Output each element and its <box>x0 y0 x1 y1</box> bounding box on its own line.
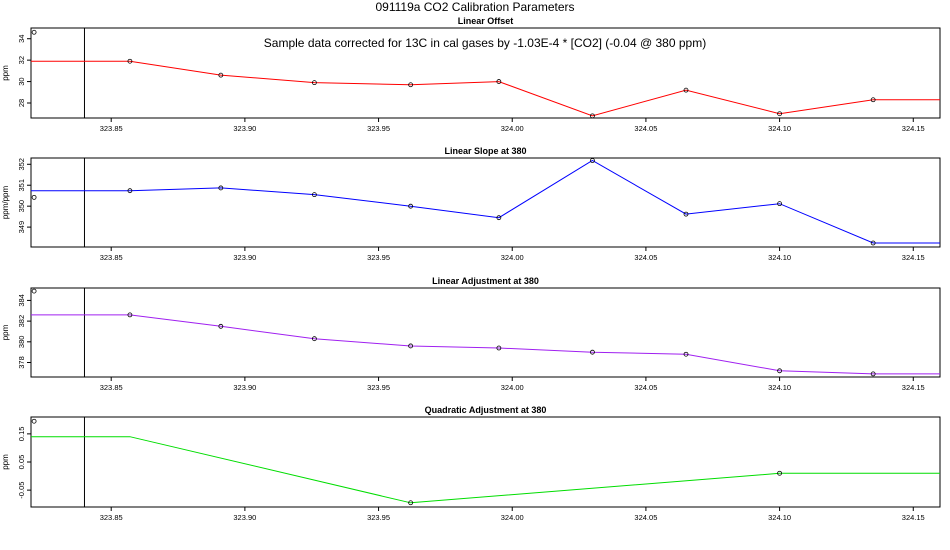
y-tick-label: 0.05 <box>17 455 26 470</box>
data-point <box>311 192 317 198</box>
data-point <box>683 351 689 357</box>
series-line <box>31 436 940 504</box>
y-tick-label: 350 <box>17 200 26 213</box>
data-point <box>408 500 414 506</box>
data-point <box>127 312 133 318</box>
x-tick-label: 324.05 <box>634 124 657 133</box>
x-tick-label: 324.10 <box>768 253 791 262</box>
x-tick-label: 323.85 <box>100 124 123 133</box>
x-tick-label: 323.90 <box>233 513 256 522</box>
data-point <box>777 368 782 374</box>
x-tick-label: 323.90 <box>233 124 256 133</box>
data-point <box>777 201 782 207</box>
y-tick-label: 28 <box>17 99 26 107</box>
x-tick-label: 323.95 <box>367 513 390 522</box>
y-axis-label: ppm/ppm <box>1 185 10 219</box>
series-line <box>31 159 940 244</box>
y-tick-label: 380 <box>17 336 26 349</box>
panel-title: Linear Slope at 380 <box>444 146 526 156</box>
x-tick-label: 324.05 <box>634 513 657 522</box>
plot-frame <box>30 287 941 378</box>
panel-title: Linear Offset <box>458 16 514 26</box>
x-tick-label: 323.95 <box>367 383 390 392</box>
y-tick-label: 32 <box>17 56 26 64</box>
annotation-text: Sample data corrected for 13C in cal gas… <box>264 36 706 50</box>
panel-title: Quadratic Adjustment at 380 <box>425 405 547 415</box>
page-title: 091119a CO2 Calibration Parameters <box>375 0 575 14</box>
data-point <box>590 158 595 163</box>
x-tick-label: 324.00 <box>501 513 524 522</box>
y-tick-label: 30 <box>17 77 26 85</box>
y-tick-label: 384 <box>17 294 26 307</box>
chart-panel-3: Linear Adjustment at 380 323.85 323.90 323.… <box>1 276 941 392</box>
y-axis-label: ppm <box>1 454 10 470</box>
y-tick-label: -0.05 <box>17 482 26 499</box>
x-tick-label: 324.15 <box>902 383 925 392</box>
plot-frame <box>30 27 941 119</box>
y-tick-label: 378 <box>17 356 26 369</box>
series-line <box>31 60 940 117</box>
data-point <box>218 72 224 78</box>
x-tick-label: 324.05 <box>634 253 657 262</box>
x-tick-label: 323.90 <box>233 253 256 262</box>
series-line <box>31 314 940 375</box>
plot-frame <box>30 157 941 248</box>
x-tick-label: 324.15 <box>902 124 925 133</box>
x-tick-label: 324.15 <box>902 513 925 522</box>
data-point <box>496 345 502 351</box>
y-tick-label: 351 <box>17 179 26 192</box>
y-axis-label: ppm <box>1 65 10 81</box>
x-tick-label: 323.95 <box>367 124 390 133</box>
panel-title: Linear Adjustment at 380 <box>432 276 539 286</box>
y-axis-label: ppm <box>1 324 10 340</box>
outlier-point <box>31 194 37 200</box>
data-point <box>311 80 317 86</box>
data-point <box>496 215 502 221</box>
x-tick-label: 323.85 <box>100 253 123 262</box>
y-tick-label: 352 <box>17 158 26 171</box>
outlier-point <box>31 418 37 424</box>
data-point <box>408 343 414 349</box>
chart-panel-2: Linear Slope at 380 323.85 323.90 323.95 324… <box>1 146 941 262</box>
plot-frame <box>30 416 941 508</box>
y-tick-label: 0.15 <box>17 427 26 442</box>
x-tick-label: 324.00 <box>501 124 524 133</box>
data-point <box>870 371 876 377</box>
x-tick-label: 324.00 <box>501 383 524 392</box>
y-tick-label: 382 <box>17 315 26 328</box>
outlier-point <box>31 288 37 294</box>
x-tick-label: 324.10 <box>768 383 791 392</box>
data-point <box>590 349 595 355</box>
x-tick-label: 324.10 <box>768 124 791 133</box>
data-point <box>127 58 133 64</box>
x-tick-label: 323.90 <box>233 383 256 392</box>
x-tick-label: 324.00 <box>501 253 524 262</box>
data-point <box>683 87 689 93</box>
chart-panel-4: Quadratic Adjustment at 380 323.85 323.90 3… <box>1 405 941 522</box>
data-point <box>408 82 414 88</box>
data-point <box>311 336 317 342</box>
x-tick-label: 323.85 <box>100 383 123 392</box>
data-point <box>590 113 595 119</box>
chart-panel-1: Linear Offset Sample data corrected for 1… <box>1 16 941 133</box>
data-point <box>870 240 876 246</box>
data-point <box>408 203 414 209</box>
data-point <box>496 79 502 84</box>
data-point <box>683 211 689 217</box>
data-point <box>127 188 133 194</box>
data-point <box>777 111 782 117</box>
data-point <box>218 323 224 329</box>
x-tick-label: 324.15 <box>902 253 925 262</box>
x-tick-label: 324.10 <box>768 513 791 522</box>
data-point <box>218 185 224 191</box>
outlier-point <box>31 29 37 35</box>
data-point <box>777 470 782 476</box>
y-tick-label: 34 <box>17 35 26 43</box>
x-tick-label: 323.95 <box>367 253 390 262</box>
x-tick-label: 324.05 <box>634 383 657 392</box>
y-tick-label: 349 <box>17 221 26 234</box>
x-tick-label: 323.85 <box>100 513 123 522</box>
data-point <box>870 97 876 103</box>
